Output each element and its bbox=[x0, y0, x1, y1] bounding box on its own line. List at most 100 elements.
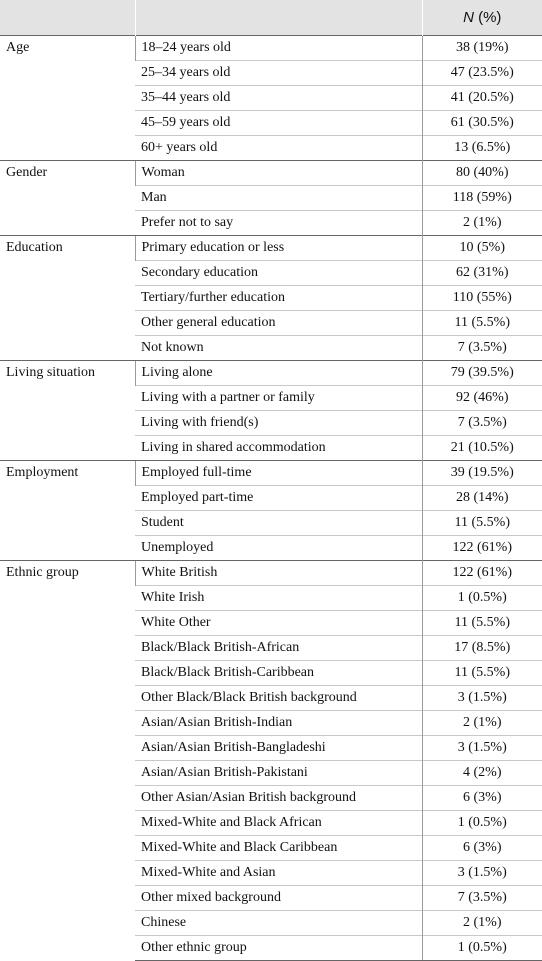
category-cell: Living in shared accommodation bbox=[135, 435, 422, 461]
table-row: Mixed-White and Black African 1 (0.5%) bbox=[0, 810, 542, 836]
value-cell: 122 (61%) bbox=[421, 560, 542, 586]
value-cell: 2 (1%) bbox=[421, 710, 542, 736]
table-row: Chinese 2 (1%) bbox=[0, 910, 542, 936]
category-cell: Tertiary/further education bbox=[135, 285, 422, 311]
category-cell: 60+ years old bbox=[135, 135, 422, 161]
category-cell: Woman bbox=[134, 160, 422, 186]
table-header: N (%) bbox=[0, 0, 542, 36]
table-row: Black/Black British-African 17 (8.5%) bbox=[0, 635, 542, 661]
value-cell: 11 (5.5%) bbox=[421, 310, 542, 336]
value-cell: 3 (1.5%) bbox=[421, 860, 542, 886]
value-cell: 47 (23.5%) bbox=[421, 60, 542, 86]
category-cell: Other general education bbox=[135, 310, 422, 336]
category-cell: Asian/Asian British-Indian bbox=[135, 710, 422, 736]
group-label: Employment bbox=[0, 460, 135, 561]
table-row: Living situation Living alone 79 (39.5%) bbox=[0, 360, 542, 461]
header-label: N (%) bbox=[463, 9, 502, 26]
header-cell bbox=[0, 0, 135, 36]
value-cell: 11 (5.5%) bbox=[421, 510, 542, 536]
category-cell: Unemployed bbox=[135, 535, 422, 561]
value-cell: 1 (0.5%) bbox=[421, 585, 542, 611]
category-cell: Mixed-White and Asian bbox=[135, 860, 422, 886]
header-cell bbox=[134, 0, 422, 36]
table-row: Man 118 (59%) bbox=[0, 185, 542, 211]
table-row: Other mixed background 7 (3.5%) bbox=[0, 885, 542, 911]
value-cell: 6 (3%) bbox=[421, 785, 542, 811]
category-cell: Other mixed background bbox=[135, 885, 422, 911]
category-cell: Mixed-White and Black African bbox=[135, 810, 422, 836]
group-label: Age bbox=[0, 35, 135, 161]
category-cell: Chinese bbox=[135, 910, 422, 936]
table-row: Not known 7 (3.5%) bbox=[0, 335, 542, 361]
table-row: Gender Woman 80 (40%) bbox=[0, 160, 542, 236]
value-cell: 7 (3.5%) bbox=[421, 410, 542, 436]
category-cell: Secondary education bbox=[135, 260, 422, 286]
table-row: Age 18–24 years old 38 (19%) bbox=[0, 35, 542, 161]
value-cell: 39 (19.5%) bbox=[421, 460, 542, 486]
table-row: Living with friend(s) 7 (3.5%) bbox=[0, 410, 542, 436]
value-cell: 62 (31%) bbox=[421, 260, 542, 286]
value-cell: 1 (0.5%) bbox=[421, 935, 542, 961]
table-row: Black/Black British-Caribbean 11 (5.5%) bbox=[0, 660, 542, 686]
category-cell: Student bbox=[135, 510, 422, 536]
table-row: Mixed-White and Asian 3 (1.5%) bbox=[0, 860, 542, 886]
category-cell: Employed part-time bbox=[135, 485, 422, 511]
value-cell: 80 (40%) bbox=[421, 160, 542, 186]
category-cell: Black/Black British-African bbox=[135, 635, 422, 661]
value-cell: 79 (39.5%) bbox=[421, 360, 542, 386]
value-cell: 2 (1%) bbox=[421, 210, 542, 236]
value-cell: 21 (10.5%) bbox=[421, 435, 542, 461]
category-cell: Employed full-time bbox=[134, 460, 422, 486]
category-cell: Asian/Asian British-Bangladeshi bbox=[135, 735, 422, 761]
value-cell: 122 (61%) bbox=[421, 535, 542, 561]
category-cell: 25–34 years old bbox=[135, 60, 422, 86]
value-cell: 17 (8.5%) bbox=[421, 635, 542, 661]
group-label: Ethnic group bbox=[0, 560, 135, 961]
header-cell: N (%) bbox=[421, 0, 542, 36]
category-cell: Other ethnic group bbox=[135, 935, 422, 961]
value-cell: 7 (3.5%) bbox=[421, 335, 542, 361]
value-cell: 6 (3%) bbox=[421, 835, 542, 861]
table-row: 35–44 years old 41 (20.5%) bbox=[0, 85, 542, 111]
header-row: N (%) bbox=[0, 0, 542, 36]
group-label: Education bbox=[0, 235, 135, 361]
table-row: Mixed-White and Black Caribbean 6 (3%) bbox=[0, 835, 542, 861]
category-cell: Other Asian/Asian British background bbox=[135, 785, 422, 811]
table-row: 60+ years old 13 (6.5%) bbox=[0, 135, 542, 161]
table-row: White Other 11 (5.5%) bbox=[0, 610, 542, 636]
table-row: Prefer not to say 2 (1%) bbox=[0, 210, 542, 236]
table-row: White Irish 1 (0.5%) bbox=[0, 585, 542, 611]
value-cell: 28 (14%) bbox=[421, 485, 542, 511]
table-row: Employed part-time 28 (14%) bbox=[0, 485, 542, 511]
value-cell: 10 (5%) bbox=[421, 235, 542, 261]
value-cell: 3 (1.5%) bbox=[421, 735, 542, 761]
category-cell: Living alone bbox=[134, 360, 422, 386]
group-label: Living situation bbox=[0, 360, 135, 461]
table-body: Age 18–24 years old 38 (19%) 25–34 years ol… bbox=[0, 35, 542, 961]
table-row: 25–34 years old 47 (23.5%) bbox=[0, 60, 542, 86]
table-row: Living in shared accommodation 21 (10.5%) bbox=[0, 435, 542, 461]
category-cell: Other Black/Black British background bbox=[135, 685, 422, 711]
table-row: Education Primary education or less 10 (5%… bbox=[0, 235, 542, 361]
value-cell: 13 (6.5%) bbox=[421, 135, 542, 161]
table-row: Employment Employed full-time 39 (19.5%) bbox=[0, 460, 542, 561]
value-cell: 38 (19%) bbox=[421, 35, 542, 61]
category-cell: Living with a partner or family bbox=[135, 385, 422, 411]
category-cell: White British bbox=[134, 560, 422, 586]
category-cell: White Irish bbox=[135, 585, 422, 611]
category-cell: 35–44 years old bbox=[135, 85, 422, 111]
table-row: Asian/Asian British-Bangladeshi 3 (1.5%) bbox=[0, 735, 542, 761]
value-cell: 7 (3.5%) bbox=[421, 885, 542, 911]
table-row: Tertiary/further education 110 (55%) bbox=[0, 285, 542, 311]
group-label: Gender bbox=[0, 160, 135, 236]
value-cell: 110 (55%) bbox=[421, 285, 542, 311]
table-row: Ethnic group White British 122 (61%) bbox=[0, 560, 542, 961]
table-row: Asian/Asian British-Pakistani 4 (2%) bbox=[0, 760, 542, 786]
table-row: 45–59 years old 61 (30.5%) bbox=[0, 110, 542, 136]
category-cell: Man bbox=[135, 185, 422, 211]
table-row: Living with a partner or family 92 (46%) bbox=[0, 385, 542, 411]
table-row: Other Black/Black British background 3 (1… bbox=[0, 685, 542, 711]
value-cell: 2 (1%) bbox=[421, 910, 542, 936]
